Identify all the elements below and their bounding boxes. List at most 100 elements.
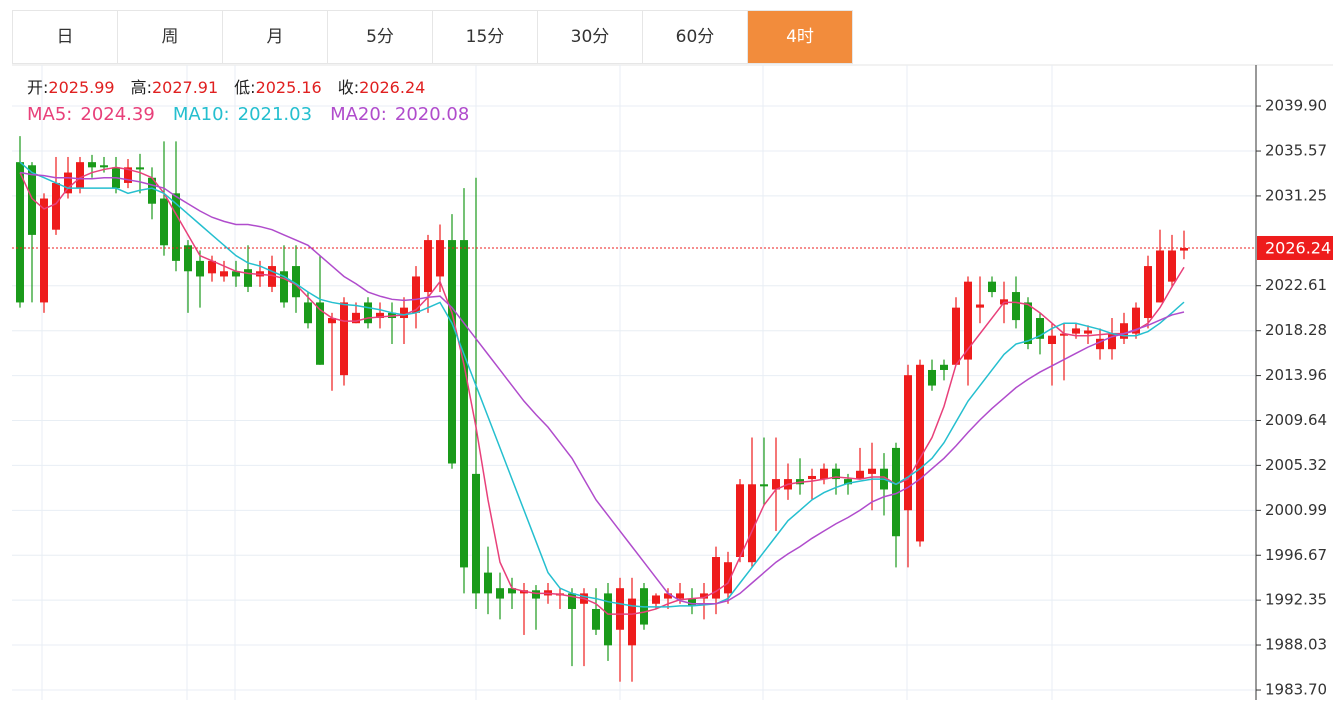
candle-body xyxy=(1168,250,1176,282)
candle-body xyxy=(700,593,708,599)
candle-body xyxy=(136,167,144,170)
candle-body xyxy=(676,593,684,599)
y-tick-label: 2005.32 xyxy=(1265,456,1327,474)
candle-body xyxy=(208,260,216,274)
candle-body xyxy=(856,470,864,480)
candle-body xyxy=(580,593,588,604)
candle-body xyxy=(484,572,492,594)
candle-body xyxy=(736,484,744,558)
candle-body xyxy=(412,276,420,313)
candle-body xyxy=(1096,338,1104,350)
y-tick-label: 2000.99 xyxy=(1265,501,1327,519)
y-tick-label: 2013.96 xyxy=(1265,366,1327,384)
candle-body xyxy=(1156,250,1164,303)
candle-body xyxy=(1180,247,1188,251)
candle-body xyxy=(916,364,924,542)
candle-body xyxy=(880,468,888,490)
candle-body xyxy=(712,557,720,599)
candle-body xyxy=(892,447,900,537)
period-tab[interactable]: 60分 xyxy=(643,11,748,63)
candle-body xyxy=(1024,302,1032,345)
y-tick-label: 1988.03 xyxy=(1265,636,1327,654)
y-tick-label: 2035.57 xyxy=(1265,142,1327,160)
period-tab[interactable]: 日 xyxy=(13,11,118,63)
candle-body xyxy=(784,479,792,490)
candle-body xyxy=(328,318,336,324)
candle-body xyxy=(820,468,828,480)
candle-body xyxy=(664,593,672,599)
candle-body xyxy=(496,588,504,599)
candle-body xyxy=(112,167,120,189)
ma-value: 2024.39 xyxy=(80,104,154,125)
period-tab[interactable]: 4时 xyxy=(748,11,853,63)
candle-body xyxy=(148,177,156,204)
candle-body xyxy=(1120,323,1128,339)
candle-body xyxy=(532,590,540,599)
period-tab[interactable]: 5分 xyxy=(328,11,433,63)
candle-body xyxy=(628,598,636,646)
candle-body xyxy=(364,302,372,324)
candle-body xyxy=(952,307,960,365)
ohlc-label: 高: xyxy=(131,78,152,97)
candle-body xyxy=(1084,330,1092,334)
candle-body xyxy=(460,240,468,568)
candle-body xyxy=(652,595,660,604)
candle-body xyxy=(796,479,804,485)
candle-body xyxy=(28,165,36,235)
ohlc-value: 2027.91 xyxy=(152,78,218,97)
ma-value: 2021.03 xyxy=(238,104,312,125)
y-tick-label: 2039.90 xyxy=(1265,97,1327,115)
candle-body xyxy=(688,598,696,606)
period-tab[interactable]: 15分 xyxy=(433,11,538,63)
candle-body xyxy=(724,562,732,594)
candle-body xyxy=(904,375,912,511)
ohlc-label: 低: xyxy=(234,78,255,97)
ohlc-value: 2025.16 xyxy=(256,78,322,97)
candle-body xyxy=(64,172,72,194)
candle-body xyxy=(244,269,252,287)
candle-body xyxy=(1036,318,1044,339)
candle-body xyxy=(160,198,168,246)
ma-value: 2020.08 xyxy=(395,104,469,125)
y-tick-label: 2022.61 xyxy=(1265,276,1327,294)
candle-body xyxy=(52,182,60,230)
candle-body xyxy=(1072,328,1080,334)
candle-body xyxy=(268,266,276,287)
ma-line xyxy=(19,166,1185,615)
candle-body xyxy=(316,302,324,365)
candle-body xyxy=(568,593,576,609)
ma-label: MA5: xyxy=(27,104,72,125)
ma-line xyxy=(19,161,1185,608)
candle-body xyxy=(436,240,444,277)
candle-body xyxy=(556,593,564,596)
candle-body xyxy=(100,165,108,168)
candle-body xyxy=(1012,292,1020,321)
last-price-label: 2026.24 xyxy=(1265,238,1331,257)
candle-body xyxy=(616,588,624,630)
candle-body xyxy=(964,281,972,360)
candle-body xyxy=(928,369,936,386)
candle-body xyxy=(808,475,816,480)
candle-body xyxy=(520,590,528,594)
candle-body xyxy=(976,304,984,308)
ohlc-value: 2026.24 xyxy=(359,78,425,97)
candle-body xyxy=(1144,266,1152,319)
candle-body xyxy=(220,271,228,277)
candle-body xyxy=(448,240,456,464)
ma-line xyxy=(19,171,1185,605)
ma-label: MA20: xyxy=(330,104,387,125)
y-tick-label: 1996.67 xyxy=(1265,546,1327,564)
candle-body xyxy=(1108,333,1116,350)
candle-body xyxy=(1132,307,1140,334)
candle-body xyxy=(760,484,768,487)
y-tick-label: 1992.35 xyxy=(1265,591,1327,609)
candle-body xyxy=(604,593,612,646)
period-tab[interactable]: 月 xyxy=(223,11,328,63)
candle-body xyxy=(40,198,48,303)
period-tab[interactable]: 周 xyxy=(118,11,223,63)
candle-body xyxy=(16,162,24,303)
period-tab[interactable]: 30分 xyxy=(538,11,643,63)
ma-label: MA10: xyxy=(173,104,230,125)
